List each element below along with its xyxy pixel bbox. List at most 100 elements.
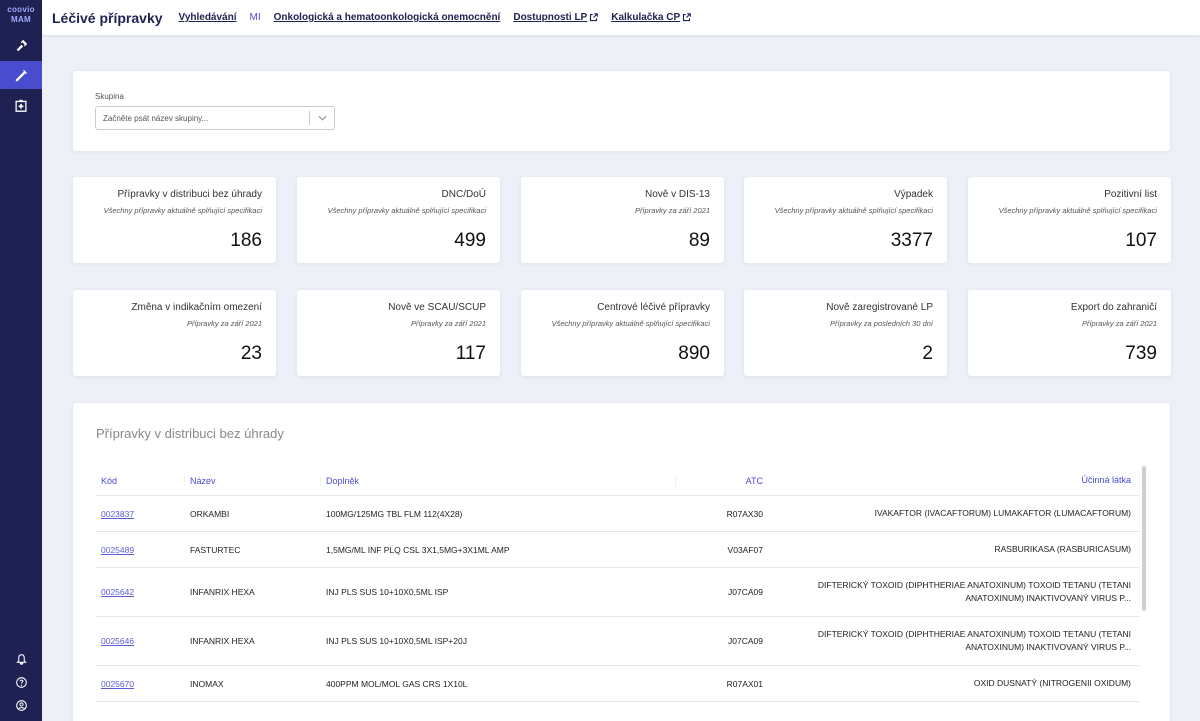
group-label: Skupina bbox=[95, 92, 124, 101]
product-substance: IVAKAFTOR (IVACAFTORUM) LUMAKAFTOR (LUMA… bbox=[874, 508, 1131, 518]
nav-link-mi[interactable]: MI bbox=[250, 12, 261, 23]
filter-card: Skupina Začněte psát název skupiny... bbox=[73, 71, 1170, 151]
nav-link-label: MI bbox=[249, 12, 261, 23]
table-row: 0025670 INOMAX 400PPM MOL/MOL GAS CRS 1X… bbox=[96, 666, 1139, 702]
product-substance: RASBURIKASA (RASBURICASUM) bbox=[994, 544, 1132, 554]
stat-card-no-reimbursement[interactable]: Přípravky v distribuci bez úhrady Všechn… bbox=[73, 177, 276, 263]
stat-title: DNC/DoÚ bbox=[441, 189, 486, 200]
logo-line-1: coovio bbox=[7, 5, 35, 14]
stat-subtitle: Všechny přípravky aktuálně splňující spe… bbox=[998, 206, 1157, 215]
external-link-icon bbox=[590, 13, 599, 22]
product-code-link[interactable]: 0025489 bbox=[101, 544, 135, 555]
stat-value: 2 bbox=[922, 343, 933, 364]
stat-card-center-medicines[interactable]: Centrové léčivé přípravky Všechny přípra… bbox=[521, 290, 724, 376]
stat-subtitle: Přípravky za září 2021 bbox=[410, 319, 486, 328]
stat-card-indication-change[interactable]: Změna v indikačním omezení Přípravky za … bbox=[73, 290, 276, 376]
product-name: ORKAMBI bbox=[190, 508, 230, 519]
stat-subtitle: Přípravky za září 2021 bbox=[634, 206, 710, 215]
stat-value: 117 bbox=[455, 343, 486, 364]
stat-card-scau-scup[interactable]: Nově ve SCAU/SCUP Přípravky za září 2021… bbox=[297, 290, 500, 376]
syringe-icon bbox=[15, 69, 27, 81]
page-title: Léčivé přípravky bbox=[52, 9, 163, 26]
stat-title: Nově ve SCAU/SCUP bbox=[388, 302, 486, 313]
stat-value: 3377 bbox=[890, 230, 933, 251]
product-code-link[interactable]: 0023837 bbox=[101, 508, 135, 519]
stat-card-dnc-dou[interactable]: DNC/DoÚ Všechny přípravky aktuálně splňu… bbox=[297, 177, 500, 263]
product-supplement: 1,5MG/ML INF PLQ CSL 3X1,5MG+3X1ML AMP bbox=[326, 544, 510, 555]
stat-value: 499 bbox=[454, 230, 486, 251]
nav-link-label: Dostupnosti LP bbox=[513, 12, 588, 23]
product-substance: DIFTERICKÝ TOXOID (DIPHTHERIAE ANATOXINU… bbox=[817, 580, 1131, 603]
product-code-link[interactable]: 0025670 bbox=[101, 678, 135, 689]
stat-card-positive-list[interactable]: Pozitivní list Všechny přípravky aktuáln… bbox=[968, 177, 1171, 263]
product-name: INOMAX bbox=[190, 678, 224, 689]
product-supplement: 400PPM MOL/MOL GAS CRS 1X10L bbox=[326, 678, 468, 689]
nav-link-search[interactable]: Vyhledávání bbox=[179, 12, 237, 23]
hospital-icon bbox=[15, 99, 27, 112]
column-header-name[interactable]: Název bbox=[185, 475, 321, 486]
bell-icon bbox=[15, 654, 27, 665]
product-name: FASTURTEC bbox=[190, 544, 241, 555]
column-header-atc[interactable]: ATC bbox=[745, 475, 763, 486]
sidebar-item-medicines[interactable] bbox=[0, 61, 42, 89]
stat-subtitle: Všechny přípravky aktuálně splňující spe… bbox=[774, 206, 933, 215]
stat-card-outage[interactable]: Výpadek Všechny přípravky aktuálně splňu… bbox=[744, 177, 947, 263]
stat-value: 186 bbox=[230, 230, 262, 251]
stat-subtitle: Všechny přípravky aktuálně splňující spe… bbox=[103, 206, 262, 215]
stat-title: Výpadek bbox=[894, 189, 933, 200]
group-select-placeholder: Začněte psát název skupiny... bbox=[103, 113, 209, 123]
stat-title: Změna v indikačním omezení bbox=[131, 302, 262, 313]
stat-value: 739 bbox=[1125, 343, 1157, 364]
nav-link-oncology[interactable]: Onkologická a hematoonkologická onemocně… bbox=[274, 12, 501, 23]
table-header: Kód Název Doplněk ATC Účinná látka bbox=[96, 466, 1139, 496]
table-row: 0025642 INFANRIX HEXA INJ PLS SUS 10+10X… bbox=[96, 568, 1139, 617]
stat-value: 23 bbox=[240, 343, 262, 364]
sidebar-item-tools[interactable] bbox=[0, 31, 42, 59]
product-name: INFANRIX HEXA bbox=[190, 636, 255, 646]
product-name: INFANRIX HEXA bbox=[190, 587, 255, 597]
stat-value: 890 bbox=[678, 343, 710, 364]
table-scrollbar[interactable] bbox=[1142, 466, 1146, 611]
table-row: 0023837 ORKAMBI 100MG/125MG TBL FLM 112(… bbox=[96, 496, 1139, 532]
column-header-supplement[interactable]: Doplněk bbox=[321, 475, 676, 486]
results-table-card: Přípravky v distribuci bez úhrady Kód Ná… bbox=[73, 403, 1170, 721]
stat-title: Centrové léčivé přípravky bbox=[597, 302, 710, 313]
profile-button[interactable] bbox=[0, 694, 42, 717]
stat-value: 107 bbox=[1125, 230, 1157, 251]
stat-title: Nově zaregistrované LP bbox=[826, 302, 933, 313]
stat-subtitle: Přípravky za posledních 30 dní bbox=[830, 319, 933, 328]
sidebar: coovio MAM bbox=[0, 0, 42, 721]
stat-subtitle: Přípravky za září 2021 bbox=[1081, 319, 1157, 328]
column-header-substance[interactable]: Účinná látka bbox=[1081, 475, 1131, 485]
product-code-link[interactable]: 0025642 bbox=[101, 587, 135, 597]
column-header-code[interactable]: Kód bbox=[96, 475, 185, 486]
external-link-icon bbox=[683, 13, 691, 22]
stat-title: Export do zahraničí bbox=[1070, 302, 1157, 313]
app-logo[interactable]: coovio MAM bbox=[7, 5, 35, 25]
nav-link-availability[interactable]: Dostupnosti LP bbox=[513, 12, 599, 23]
sidebar-item-hospital[interactable] bbox=[0, 91, 42, 119]
stat-subtitle: Všechny přípravky aktuálně splňující spe… bbox=[327, 206, 486, 215]
group-select[interactable]: Začněte psát název skupiny... bbox=[95, 106, 335, 130]
notifications-button[interactable] bbox=[0, 648, 42, 671]
product-supplement: INJ PLS SUS 10+10X0,5ML ISP bbox=[326, 587, 449, 597]
help-button[interactable] bbox=[0, 671, 42, 694]
nav-link-label: Vyhledávání bbox=[178, 12, 237, 23]
nav-link-label: Kalkulačka CP bbox=[611, 12, 681, 23]
table-row: 0025646 INFANRIX HEXA INJ PLS SUS 10+10X… bbox=[96, 617, 1139, 666]
product-substance: DIFTERICKÝ TOXOID (DIPHTHERIAE ANATOXINU… bbox=[817, 629, 1131, 652]
product-substance: OXID DUSNATÝ (NITROGENII OXIDUM) bbox=[973, 678, 1131, 688]
chevron-down-icon[interactable] bbox=[310, 115, 334, 121]
stat-card-dis13[interactable]: Nově v DIS-13 Přípravky za září 2021 89 bbox=[521, 177, 724, 263]
stat-card-export[interactable]: Export do zahraničí Přípravky za září 20… bbox=[968, 290, 1171, 376]
stat-value: 89 bbox=[688, 230, 710, 251]
table-row: 0025489 FASTURTEC 1,5MG/ML INF PLQ CSL 3… bbox=[96, 532, 1139, 568]
nav-link-label: Onkologická a hematoonkologická onemocně… bbox=[273, 12, 501, 23]
stat-card-newly-registered[interactable]: Nově zaregistrované LP Přípravky za posl… bbox=[744, 290, 947, 376]
nav-link-calculator[interactable]: Kalkulačka CP bbox=[611, 12, 691, 23]
table-title: Přípravky v distribuci bez úhrady bbox=[96, 426, 284, 441]
product-code-link[interactable]: 0025646 bbox=[101, 636, 135, 646]
results-table: Kód Název Doplněk ATC Účinná látka 00238… bbox=[96, 466, 1139, 702]
stat-title: Pozitivní list bbox=[1104, 189, 1157, 200]
hammer-icon bbox=[16, 39, 27, 51]
